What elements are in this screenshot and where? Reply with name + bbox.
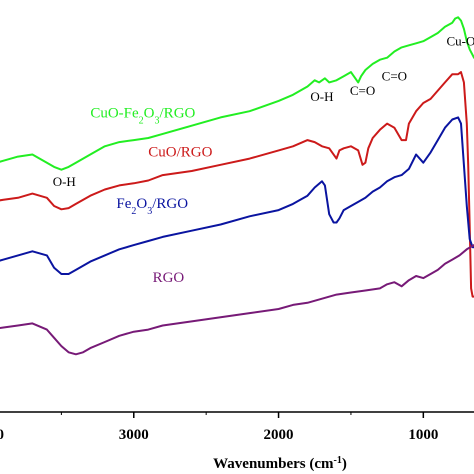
series-label-2: Fe2O3/RGO (116, 196, 188, 217)
annotation-1: O-H (310, 89, 333, 104)
x-tick-label-3: 1000 (408, 427, 438, 443)
series-line-2 (0, 116, 474, 275)
annotation-4: Cu-O (447, 33, 474, 48)
x-tick-label-2: 2000 (264, 427, 294, 443)
annotation-2: C=O (350, 83, 375, 98)
x-tick-label-0: 4000 (0, 427, 4, 443)
series-labels-layer: CuO-Fe2O3/RGO CuO/RGO Fe2O3/RGO RGO (90, 105, 212, 286)
series-layer (0, 16, 474, 356)
x-axis-title: Wavenumbers (cm-1) (213, 455, 347, 473)
series-label-3: RGO (153, 270, 185, 286)
annotation-3: C=O (382, 68, 407, 83)
series-label-0: CuO-Fe2O3/RGO (90, 105, 195, 126)
annotations-layer: O-H O-H C=O C=O Cu-O (53, 33, 474, 189)
x-axis: 4000 3000 2000 1000 Wavenumbers (cm-1) (0, 411, 474, 473)
annotation-0: O-H (53, 174, 76, 189)
series-line-1 (0, 71, 474, 298)
x-tick-label-1: 3000 (119, 427, 149, 443)
series-line-3 (0, 244, 474, 356)
series-line-0 (0, 16, 474, 171)
series-label-1: CuO/RGO (148, 145, 212, 161)
